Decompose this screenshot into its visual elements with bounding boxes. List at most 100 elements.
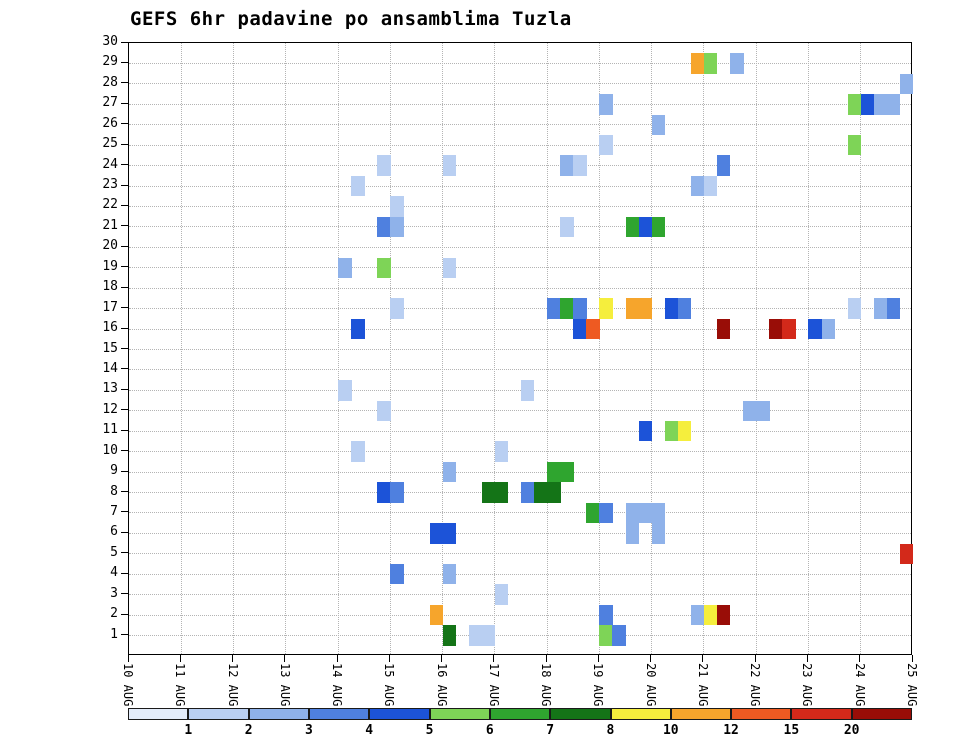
y-tick-label: 1 — [110, 626, 118, 642]
y-tick-label: 17 — [102, 299, 118, 315]
heatmap-cell — [442, 155, 457, 176]
heatmap-cell — [351, 175, 365, 197]
y-tick-label: 25 — [102, 136, 118, 152]
colorbar-tick-label: 7 — [546, 723, 555, 738]
y-tick — [121, 429, 128, 431]
v-gridline — [703, 43, 705, 654]
heatmap-cell — [703, 175, 718, 197]
h-gridline — [129, 62, 911, 64]
heatmap-cell — [782, 318, 796, 340]
colorbar-segment — [791, 708, 852, 720]
colorbar-tick-label: 2 — [244, 723, 253, 738]
heatmap-cell — [390, 216, 404, 238]
v-gridline — [233, 43, 235, 654]
x-tick-label: 14 AUG — [330, 663, 345, 707]
y-tick-label: 15 — [102, 340, 118, 356]
heatmap-cell — [429, 523, 443, 544]
heatmap-cell — [429, 604, 443, 626]
heatmap-cell — [638, 502, 653, 524]
y-tick — [121, 327, 128, 329]
y-tick — [121, 634, 128, 636]
heatmap-cell — [664, 298, 679, 319]
colorbar-tick-label: 8 — [606, 723, 615, 738]
x-tick-label: 25 AUG — [905, 663, 919, 707]
v-gridline — [337, 43, 339, 654]
y-tick — [121, 593, 128, 595]
h-gridline — [129, 226, 911, 228]
chart-title: GEFS 6hr padavine po ansamblima Tuzla — [130, 8, 572, 30]
plot-area — [128, 42, 914, 655]
y-tick — [121, 470, 128, 472]
heatmap-cell — [756, 400, 770, 421]
heatmap-cell — [560, 461, 574, 483]
heatmap-cell — [625, 523, 639, 544]
y-tick-label: 28 — [102, 74, 118, 90]
x-tick — [179, 655, 181, 662]
heatmap-cell — [560, 155, 574, 176]
y-tick — [121, 531, 128, 533]
y-tick — [121, 491, 128, 493]
x-tick-label: 20 AUG — [643, 663, 658, 707]
h-gridline — [129, 267, 911, 269]
y-tick — [121, 61, 128, 63]
heatmap-cell — [560, 216, 574, 238]
x-tick — [493, 655, 495, 662]
y-tick-label: 16 — [102, 320, 118, 336]
x-tick — [597, 655, 599, 662]
y-tick-label: 30 — [102, 34, 118, 49]
h-gridline — [129, 471, 911, 473]
colorbar-segment — [429, 708, 490, 720]
y-tick — [121, 102, 128, 104]
x-tick — [232, 655, 234, 662]
heatmap-cell — [625, 298, 639, 319]
h-gridline — [129, 532, 911, 534]
colorbar-tick-label: 6 — [485, 723, 494, 738]
heatmap-cell — [664, 421, 679, 442]
heatmap-cell — [377, 155, 391, 176]
heatmap-cell — [690, 175, 705, 197]
heatmap-cell — [481, 625, 496, 646]
y-tick-label: 10 — [102, 442, 118, 458]
colorbar-segment — [550, 708, 611, 720]
h-gridline — [129, 205, 911, 207]
colorbar-segment — [369, 708, 430, 720]
heatmap-cell — [442, 257, 457, 278]
y-tick-label: 24 — [102, 156, 118, 172]
heatmap-cell — [690, 604, 705, 626]
heatmap-cell — [390, 482, 404, 503]
heatmap-cell — [521, 380, 535, 401]
x-tick-label: 24 AUG — [852, 663, 867, 707]
heatmap-cell — [494, 482, 509, 503]
heatmap-cell — [599, 604, 613, 626]
y-tick-label: 21 — [102, 217, 118, 233]
heatmap-cell — [351, 318, 365, 340]
h-gridline — [129, 246, 911, 248]
heatmap-cell — [690, 53, 705, 74]
y-tick — [121, 123, 128, 125]
v-gridline — [651, 43, 653, 654]
y-tick-label: 3 — [110, 585, 118, 601]
x-tick — [650, 655, 652, 662]
y-tick — [121, 388, 128, 390]
heatmap-cell — [442, 523, 457, 544]
heatmap-cell — [377, 257, 391, 278]
y-tick-label: 11 — [102, 422, 118, 438]
h-gridline — [129, 308, 911, 310]
heatmap-cell — [560, 298, 574, 319]
y-tick — [121, 266, 128, 268]
h-gridline — [129, 492, 911, 494]
heatmap-cell — [573, 298, 587, 319]
y-tick — [121, 245, 128, 247]
x-tick — [702, 655, 704, 662]
heatmap-cell — [873, 298, 888, 319]
x-tick — [806, 655, 808, 662]
v-gridline — [755, 43, 757, 654]
heatmap-cell — [625, 502, 639, 524]
heatmap-cell — [730, 53, 744, 74]
x-tick — [127, 655, 129, 662]
x-tick — [754, 655, 756, 662]
y-tick-label: 22 — [102, 197, 118, 213]
colorbar-segment — [308, 708, 370, 720]
y-tick — [121, 613, 128, 615]
